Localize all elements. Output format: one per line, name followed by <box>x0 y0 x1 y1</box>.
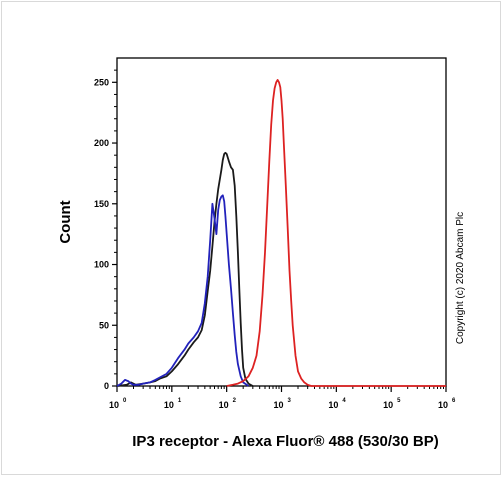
y-tick-label: 100 <box>94 260 109 270</box>
series-line-2 <box>116 194 250 387</box>
y-tick-label: 150 <box>94 199 109 209</box>
x-tick-exponent: 4 <box>342 398 346 404</box>
x-tick-label: 10 <box>109 400 119 410</box>
x-tick-label: 10 <box>273 400 283 410</box>
x-tick-exponent: 6 <box>452 398 456 404</box>
series-line-3 <box>226 79 446 387</box>
y-tick-label: 250 <box>94 77 109 87</box>
x-tick-label: 10 <box>328 400 338 410</box>
copyright-annotation: Copyright (c) 2020 Abcam Plc <box>455 212 466 344</box>
series-line-1 <box>116 151 254 387</box>
x-tick-exponent: 2 <box>233 398 237 404</box>
x-tick-exponent: 1 <box>178 398 182 404</box>
x-tick-label: 10 <box>164 400 174 410</box>
y-tick-label: 200 <box>94 138 109 148</box>
x-tick-label: 10 <box>219 400 229 410</box>
x-axis-title: IP3 receptor - Alexa Fluor® 488 (530/30 … <box>132 433 438 450</box>
x-tick-exponent: 3 <box>288 398 292 404</box>
x-tick-exponent: 5 <box>397 398 401 404</box>
x-tick-exponent: 0 <box>123 398 127 404</box>
y-tick-label: 0 <box>104 381 109 391</box>
x-tick-label: 10 <box>438 400 448 410</box>
y-axis-title: Count <box>57 200 74 243</box>
x-tick-label: 10 <box>383 400 393 410</box>
y-tick-label: 50 <box>99 320 109 330</box>
